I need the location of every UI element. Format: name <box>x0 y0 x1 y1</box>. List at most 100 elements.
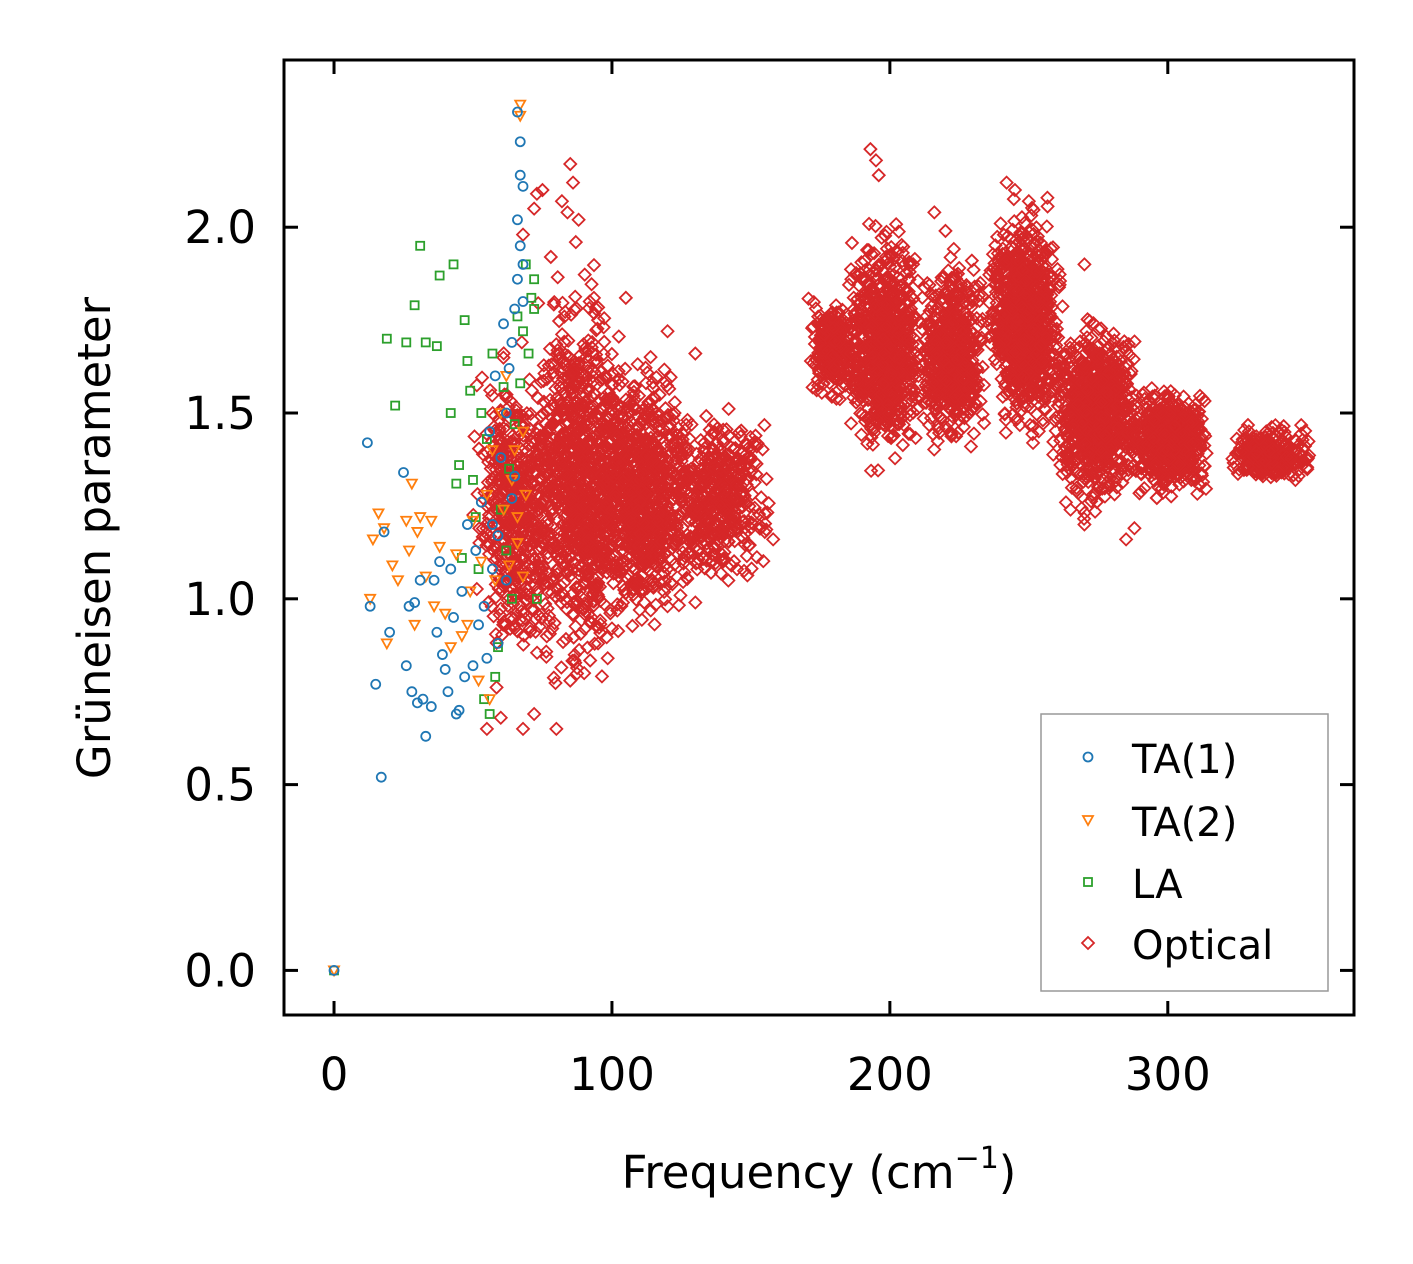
data-point-optical <box>854 427 869 443</box>
data-point-optical <box>488 627 504 642</box>
data-point-optical <box>964 253 980 268</box>
series-optical <box>466 141 1317 737</box>
data-point-optical <box>506 611 522 626</box>
data-point-optical <box>902 367 918 383</box>
data-point-optical <box>636 466 651 482</box>
data-point-optical <box>646 389 662 405</box>
data-point-optical <box>580 640 595 655</box>
data-point-optical <box>904 355 920 370</box>
data-point-optical <box>865 437 881 452</box>
data-point-optical <box>705 425 720 441</box>
data-point-optical <box>570 441 586 457</box>
data-point-optical <box>524 495 540 511</box>
data-point-optical <box>715 422 731 438</box>
data-point-optical <box>635 558 650 573</box>
data-point-optical <box>965 311 980 327</box>
data-point-optical <box>589 410 604 425</box>
data-point-optical <box>532 502 547 518</box>
data-point-optical <box>848 395 864 410</box>
data-point-optical <box>631 466 647 482</box>
data-point-optical <box>822 375 837 391</box>
data-point-optical <box>865 349 881 365</box>
data-point-optical <box>824 389 840 404</box>
data-point-optical <box>857 346 872 362</box>
data-point-optical <box>901 254 917 270</box>
data-point-optical <box>584 615 599 630</box>
data-point-optical <box>538 523 554 539</box>
data-point-optical <box>472 521 487 536</box>
data-point-optical <box>843 416 859 431</box>
data-point-optical <box>604 434 619 449</box>
data-point-optical <box>596 543 612 559</box>
data-point-optical <box>678 502 694 518</box>
data-point-optical <box>479 426 494 442</box>
data-point-optical <box>643 349 658 365</box>
data-point-optical <box>850 371 865 387</box>
data-point-optical <box>675 545 691 560</box>
data-point-optical <box>903 258 918 274</box>
data-point-optical <box>827 333 843 349</box>
data-point-optical <box>869 394 885 409</box>
data-point-optical <box>733 423 749 438</box>
data-point-optical <box>943 424 958 440</box>
data-point-optical <box>868 272 884 288</box>
data-point-optical <box>697 440 713 456</box>
data-point-optical <box>844 235 860 251</box>
data-point-optical <box>532 619 547 634</box>
data-point-optical <box>667 437 683 452</box>
data-point-optical <box>717 504 733 519</box>
data-point-optical <box>693 522 709 537</box>
data-point-optical <box>699 536 715 551</box>
data-point-optical <box>623 514 638 529</box>
data-point-optical <box>707 540 722 556</box>
data-point-optical <box>526 593 542 608</box>
data-point-optical <box>540 601 555 616</box>
data-point-optical <box>722 505 738 520</box>
data-point-optical <box>546 483 561 499</box>
data-point-optical <box>703 454 719 470</box>
data-point-optical <box>689 499 705 514</box>
data-point-optical <box>513 577 529 592</box>
data-point-optical <box>641 402 656 417</box>
data-point-optical <box>874 357 890 373</box>
data-point-optical <box>604 402 619 417</box>
data-point-optical <box>615 411 630 426</box>
data-point-optical <box>550 342 565 358</box>
data-point-optical <box>564 405 580 421</box>
data-point-optical <box>493 601 509 616</box>
data-point-optical <box>684 417 699 432</box>
data-point-optical <box>523 406 538 422</box>
data-point-optical <box>625 583 641 599</box>
data-point-optical <box>901 426 916 442</box>
data-point-optical <box>570 511 585 526</box>
data-point-optical <box>621 435 636 451</box>
data-point-optical <box>895 245 911 261</box>
data-point-optical <box>597 425 612 440</box>
data-point-optical <box>661 381 677 397</box>
data-point-optical <box>872 335 887 350</box>
data-point-optical <box>629 576 644 592</box>
data-point-optical <box>860 370 876 385</box>
data-point-optical <box>530 541 546 556</box>
data-point-optical <box>665 512 681 527</box>
data-point-optical <box>540 576 556 591</box>
data-point-optical <box>609 554 624 570</box>
data-point-optical <box>976 377 992 393</box>
data-point-optical <box>586 486 601 502</box>
data-point-optical <box>654 495 669 510</box>
data-point-optical <box>502 410 517 425</box>
data-point-optical <box>604 533 620 548</box>
data-point-optical <box>511 562 526 578</box>
data-point-optical <box>843 345 859 361</box>
data-point-optical <box>596 514 611 530</box>
data-point-optical <box>552 346 567 362</box>
data-point-optical <box>573 626 588 642</box>
data-point-optical <box>650 513 666 529</box>
data-point-optical <box>867 421 882 436</box>
data-point-optical <box>552 543 567 558</box>
data-point-optical <box>630 548 645 564</box>
data-point-optical <box>541 358 557 373</box>
data-point-optical <box>885 287 900 302</box>
